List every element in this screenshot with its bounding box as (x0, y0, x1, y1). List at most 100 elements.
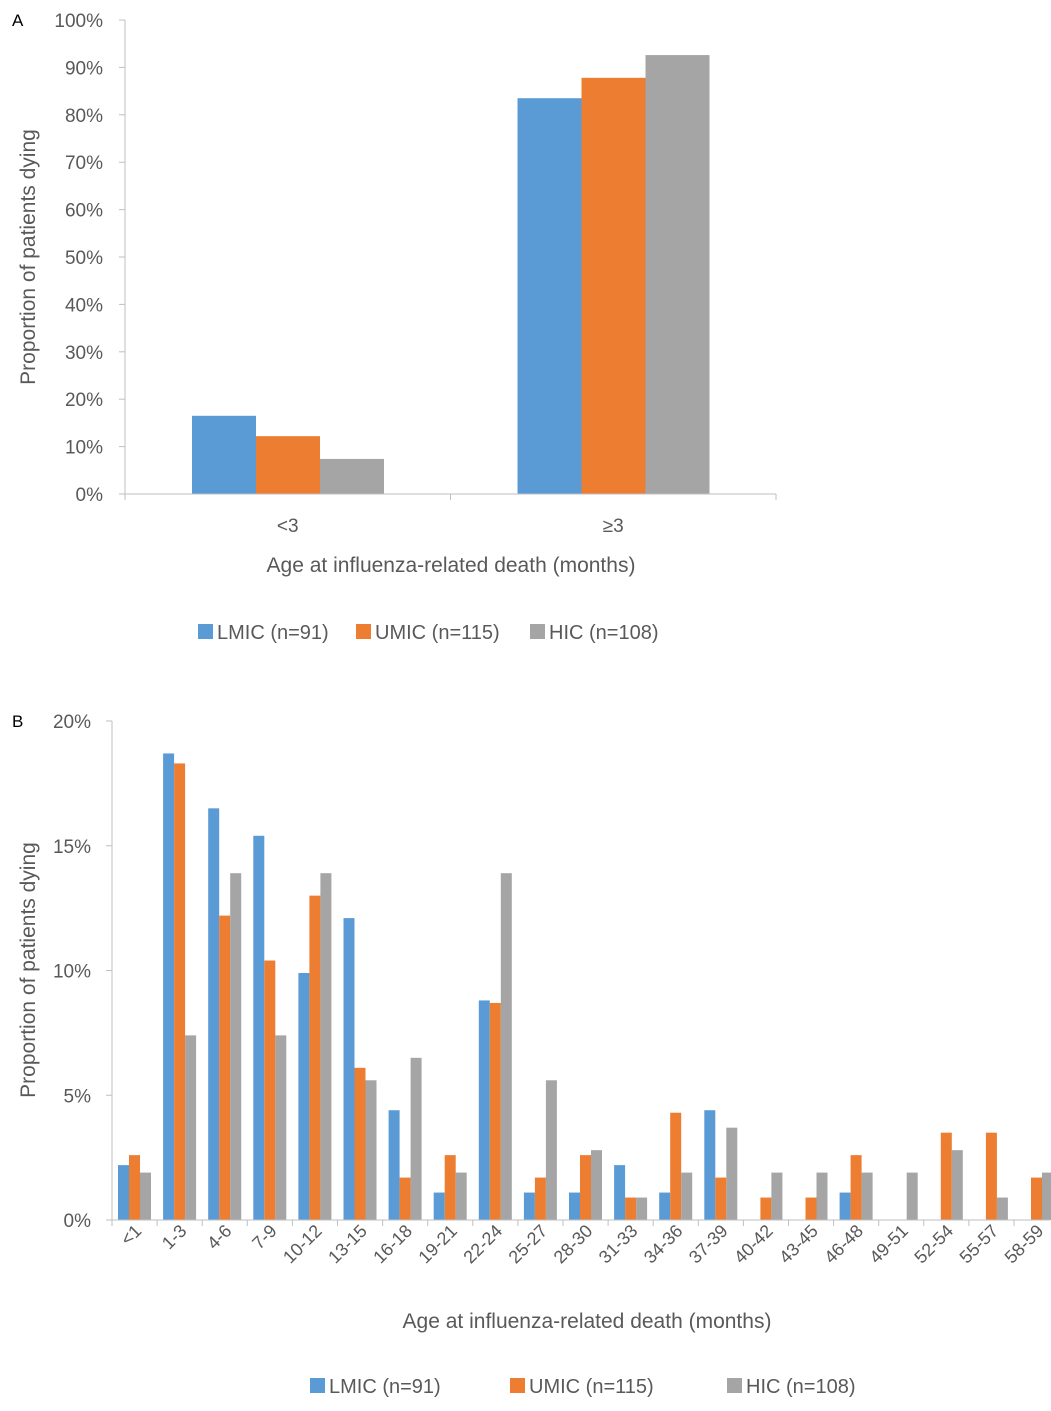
panel-b-bar-hic (861, 1172, 873, 1220)
panel-a-y-tick-label: 40% (65, 295, 103, 316)
panel-b-y-tick-label: 20% (53, 712, 91, 733)
panel-a-y-tick-label: 0% (76, 485, 104, 506)
panel-b-x-tick-label: 46-48 (820, 1221, 867, 1268)
panel-a-legend-label-umic: UMIC (n=115) (375, 622, 500, 644)
panel-b-bar-hic (1042, 1172, 1051, 1220)
panel-b-legend-label-umic: UMIC (n=115) (529, 1376, 654, 1398)
panel-b-x-tick-label: 55-57 (956, 1221, 1003, 1268)
panel-b-x-tick-label: 16-18 (369, 1221, 416, 1268)
panel-b-bar-hic (275, 1035, 287, 1220)
panel-b-x-tick-label: 19-21 (414, 1221, 461, 1268)
panel-b-bar-hic (500, 873, 512, 1220)
panel-b-x-tick-label: 4-6 (203, 1221, 236, 1254)
panel-a-legend: LMIC (n=91) UMIC (n=115) HIC (n=108) (198, 622, 659, 644)
panel-b-bar-lmic (433, 1192, 445, 1220)
panel-b-bar-lmic (118, 1165, 129, 1220)
panel-b-bar-hic (771, 1172, 783, 1220)
panel-a-legend-swatch-hic (530, 624, 545, 639)
panel-b-y-tick-label: 10% (53, 962, 91, 983)
panel-b-bar-hic (185, 1035, 197, 1220)
panel-b-x-tick-label: 22-24 (459, 1221, 506, 1268)
panel-a-bar-hic (645, 55, 710, 495)
panel-a-label: A (12, 11, 24, 30)
panel-b-bar-lmic (163, 753, 175, 1220)
panel-b-x-tick-label: 40-42 (730, 1221, 777, 1268)
panel-b-bar-umic (670, 1112, 682, 1220)
panel-a-y-tick-label: 20% (65, 390, 103, 411)
panel-b-bar-lmic (523, 1192, 535, 1220)
panel-b-x-tick-label: 43-45 (775, 1221, 822, 1268)
panel-b-y-tick-label: 15% (53, 837, 91, 858)
panel-b-bar-umic (805, 1197, 817, 1220)
panel-b-y-ticks: 0% 5% 10% 15% 20% (53, 712, 112, 1232)
panel-b-legend-label-lmic: LMIC (n=91) (329, 1376, 441, 1398)
panel-a-legend-swatch-lmic (198, 624, 213, 639)
panel-b-bar-hic (996, 1197, 1008, 1220)
panel-a-bars (192, 55, 710, 495)
panel-b-bar-hic (410, 1057, 422, 1220)
panel-b-bar-lmic (343, 918, 355, 1220)
panel-b-bar-hic (681, 1172, 693, 1220)
panel-b-x-ticks: <1 1-3 4-6 7-910-1213-1516-1819-2122-2425-2… (111, 1220, 1048, 1268)
panel-b-y-tick-label: 0% (64, 1211, 92, 1232)
panel-b-bar-hic (591, 1150, 602, 1220)
panel-b-bar-umic (715, 1177, 727, 1220)
panel-b-bar-hic (365, 1080, 377, 1220)
panel-a-y-tick-label: 90% (65, 58, 103, 79)
panel-b-bar-umic (354, 1067, 366, 1220)
panel-a-x-tick-label: <3 (277, 516, 299, 537)
panel-b-x-tick-label: 13-15 (324, 1221, 371, 1268)
panel-b-bar-lmic (569, 1192, 580, 1220)
panel-b-bar-umic (219, 915, 231, 1220)
panel-b-bar-lmic (839, 1192, 851, 1220)
panel-a-y-axis-title: Proportion of patients dying (17, 129, 40, 385)
panel-b-x-tick-label: 28-30 (550, 1221, 597, 1268)
panel-b-bar-umic (264, 960, 276, 1220)
panel-b-bar-umic (489, 1002, 501, 1220)
panel-b-legend: LMIC (n=91) UMIC (n=115) HIC (n=108) (310, 1376, 856, 1398)
panel-a-y-tick-label: 100% (54, 11, 103, 32)
panel-a-chart: A Proportion of patients dying Age at in… (12, 11, 777, 644)
panel-b-x-tick-label: 31-33 (595, 1221, 642, 1268)
panel-b-bar-umic (760, 1197, 772, 1220)
panel-b-x-tick-label: 1-3 (158, 1221, 191, 1254)
panel-b-bar-lmic (478, 1000, 490, 1220)
panel-b-chart: B Proportion of patients dying Age at in… (12, 712, 1051, 1398)
panel-a-legend-label-hic: HIC (n=108) (549, 622, 659, 644)
panel-a-bar-lmic (192, 415, 256, 494)
panel-b-bar-lmic (298, 972, 310, 1220)
panel-b-x-tick-label: 49-51 (865, 1221, 912, 1268)
panel-b-x-tick-label: 37-39 (685, 1221, 732, 1268)
panel-b-bar-umic (850, 1155, 862, 1220)
panel-b-bar-lmic (704, 1110, 716, 1220)
panel-b-bar-lmic (614, 1165, 626, 1220)
panel-b-y-tick-label: 5% (64, 1086, 92, 1107)
panel-a-y-tick-label: 10% (65, 438, 103, 459)
panel-b-y-axis-title: Proportion of patients dying (17, 842, 40, 1098)
panel-a-y-tick-label: 60% (65, 201, 103, 222)
panel-b-bar-umic (985, 1132, 997, 1220)
panel-b-bar-umic (580, 1155, 591, 1220)
panel-b-bar-hic (455, 1172, 467, 1220)
panel-b-x-tick-label: 34-36 (640, 1221, 687, 1268)
panel-b-x-tick-label: 7-9 (248, 1221, 281, 1254)
panel-a-bar-lmic (517, 98, 582, 495)
panel-b-legend-swatch-umic (510, 1378, 525, 1393)
panel-a-y-tick-label: 80% (65, 106, 103, 127)
panel-a-y-ticks: 0% 10% 20% 30% 40% 50% 60% 70% 80% 90% 100% (54, 11, 125, 506)
panel-b-bar-hic (726, 1127, 738, 1220)
panel-b-x-tick-label: 52-54 (910, 1221, 957, 1268)
panel-b-bar-umic (399, 1177, 411, 1220)
panel-b-bar-hic (906, 1172, 918, 1220)
panel-b-bar-hic (636, 1197, 648, 1220)
panel-b-bar-lmic (208, 808, 220, 1220)
panel-b-bar-umic (625, 1197, 637, 1220)
panel-b-bar-hic (140, 1172, 151, 1220)
panel-b-bar-hic (230, 873, 242, 1220)
panel-b-x-tick-label: 58-59 (1001, 1221, 1048, 1268)
panel-b-bar-hic (951, 1150, 963, 1220)
panel-b-bar-lmic (659, 1192, 671, 1220)
panel-b-x-tick-label: 10-12 (279, 1221, 326, 1268)
panel-b-legend-swatch-hic (727, 1378, 742, 1393)
